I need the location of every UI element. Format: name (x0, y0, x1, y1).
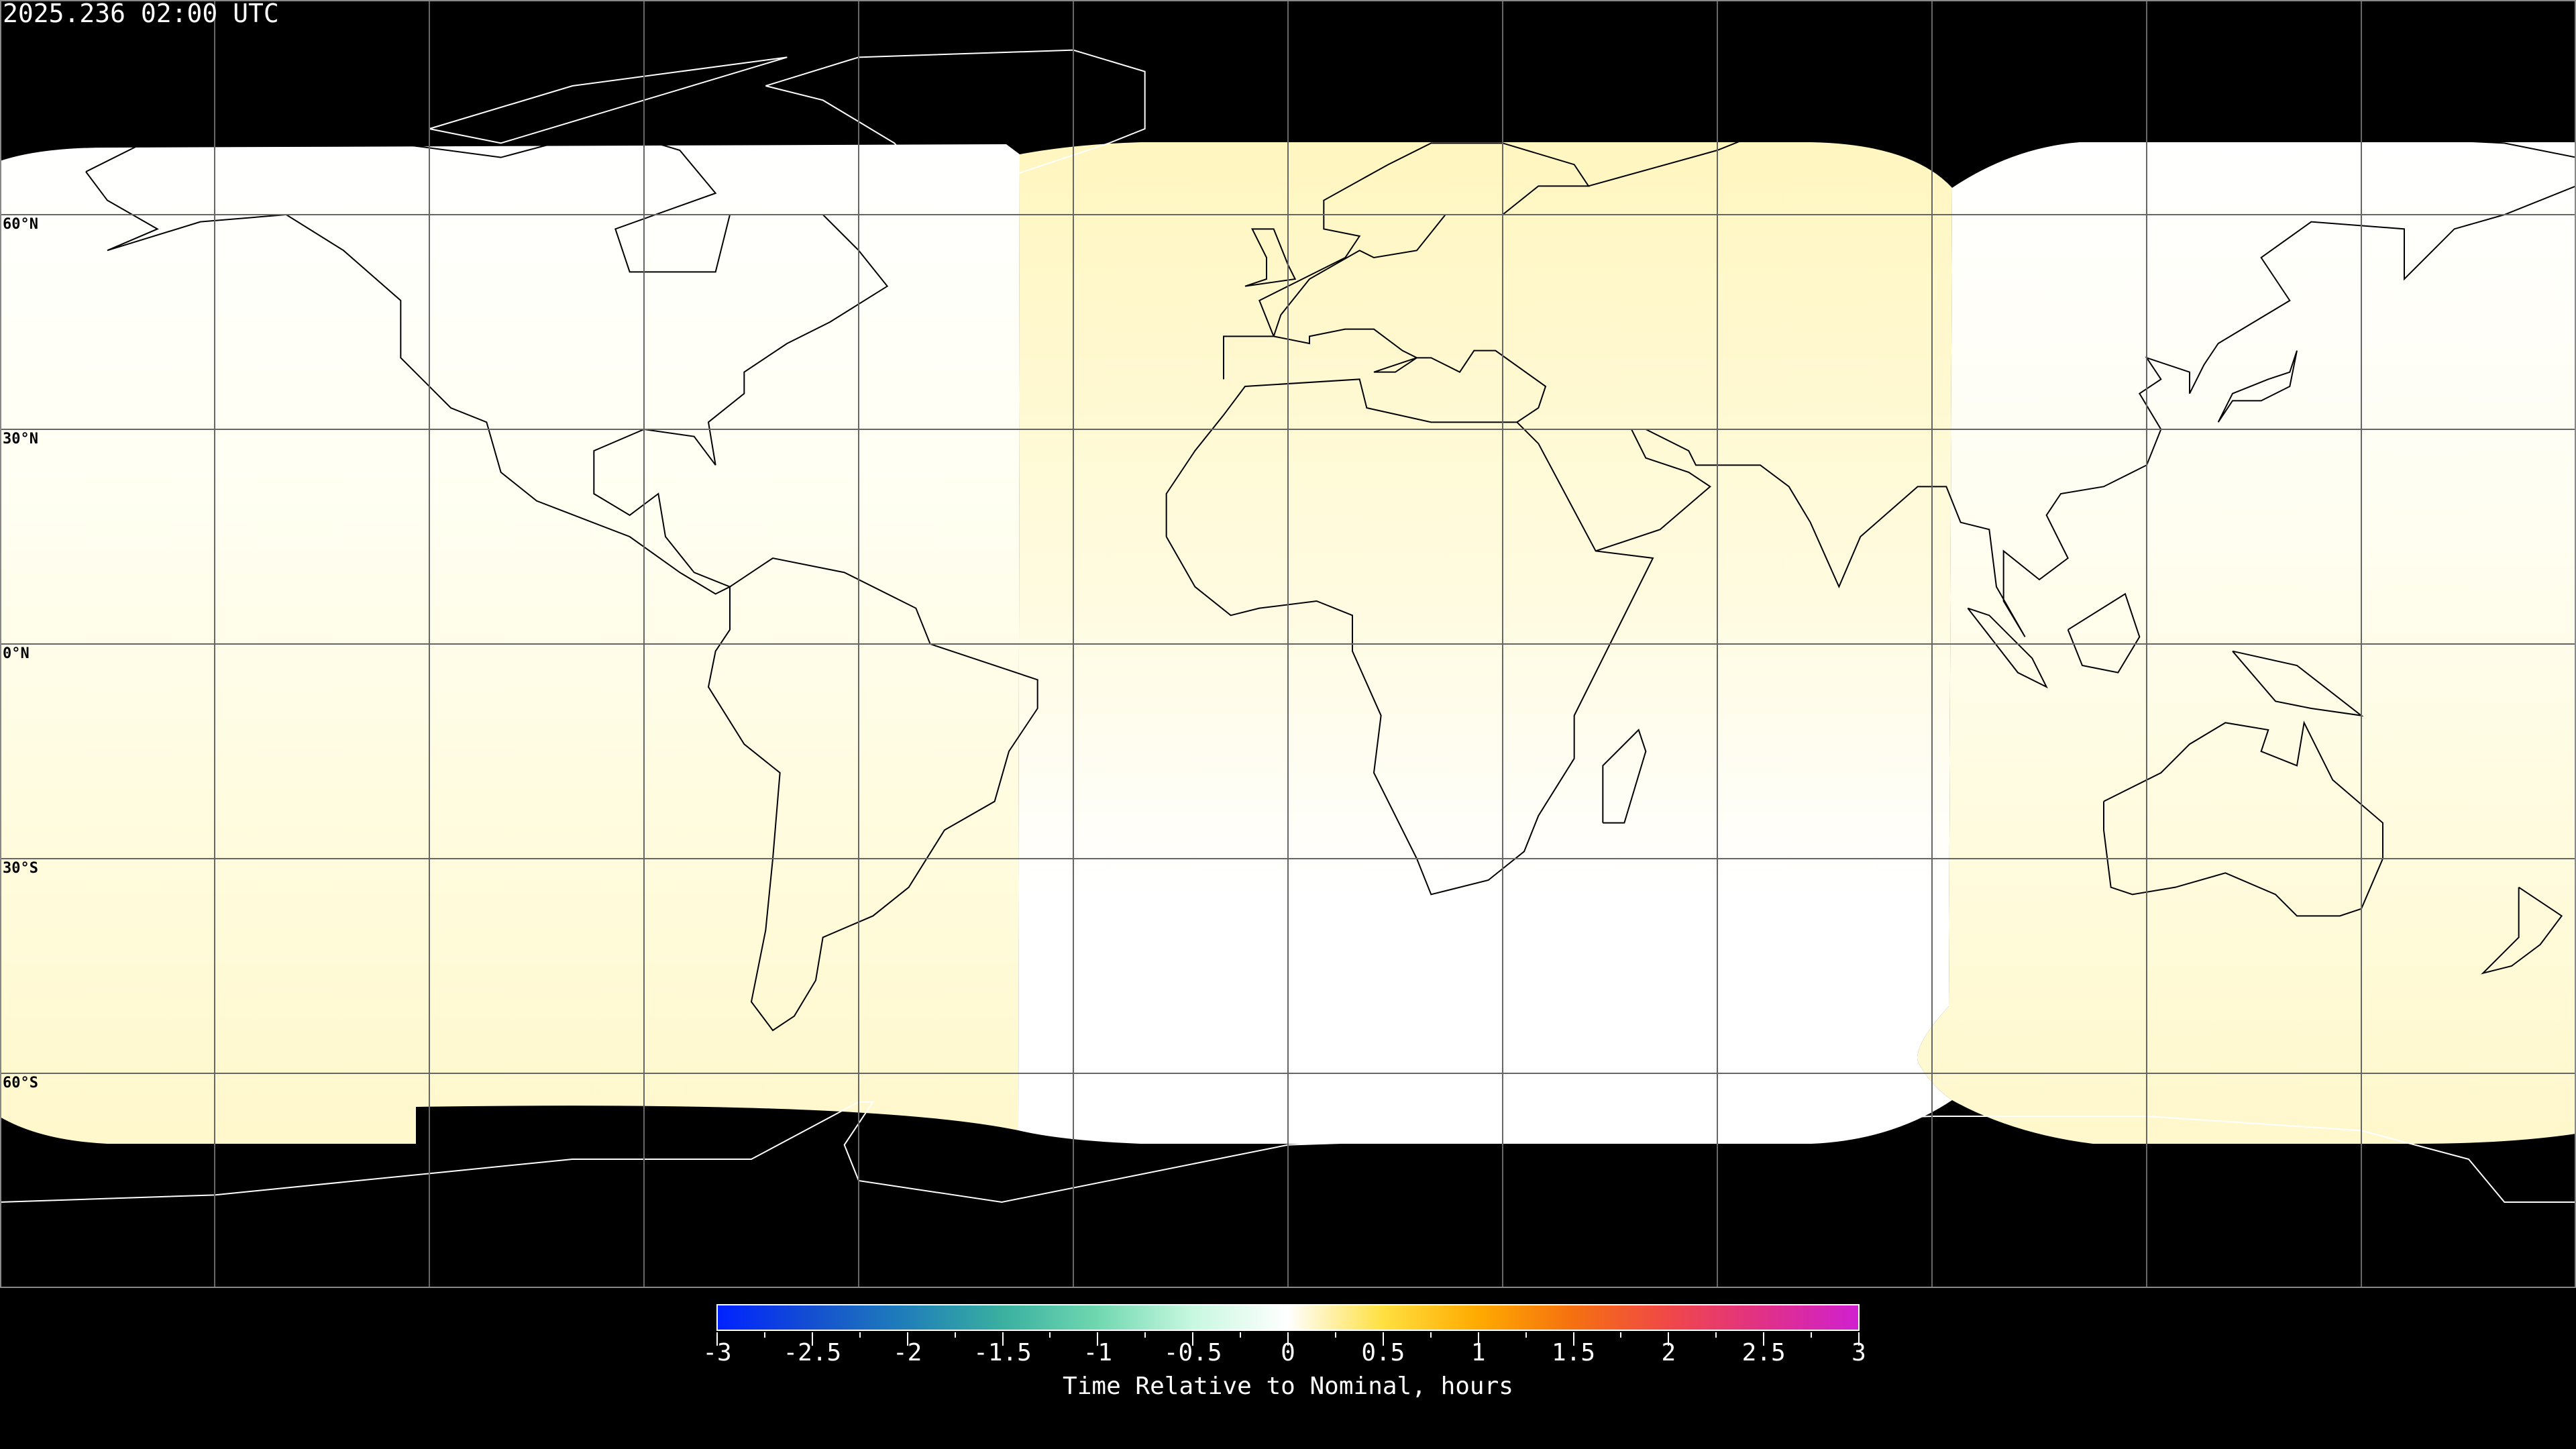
colorbar-tick (1382, 1332, 1384, 1346)
coastline (2217, 350, 2298, 423)
graticule (0, 0, 2576, 1288)
lat-label: 30°N (3, 431, 38, 447)
coastline (1595, 185, 2576, 637)
colorbar-tick (1811, 1332, 1813, 1338)
coastline (1223, 142, 1590, 423)
colorbar-tick-label: 2.5 (1741, 1339, 1786, 1366)
colorbar-tick (1572, 1332, 1574, 1346)
colorbar-tick-label: -1.5 (973, 1339, 1032, 1366)
world-map (0, 0, 2576, 1288)
coastline (1602, 729, 1647, 824)
colorbar-tick (1430, 1332, 1432, 1338)
colorbar-tick (763, 1332, 765, 1338)
coastline (2067, 592, 2141, 674)
colorbar-tick (1477, 1332, 1479, 1346)
colorbar-tick-label: -0.5 (1163, 1339, 1222, 1366)
colorbar-title: Time Relative to Nominal, hours (1063, 1373, 1513, 1400)
colorbar-tick (1668, 1332, 1670, 1346)
lat-label: 60°N (3, 216, 38, 233)
colorbar-tick (1049, 1332, 1051, 1338)
colorbar-tick (1144, 1332, 1146, 1338)
colorbar-tick (1715, 1332, 1717, 1338)
coastline (429, 56, 788, 144)
coastline (1967, 607, 2048, 689)
colorbar-tick (811, 1332, 813, 1346)
colorbar-tick (1620, 1332, 1622, 1338)
coastline (85, 127, 889, 595)
colorbar-tick-label: -1 (1083, 1339, 1113, 1366)
lat-label: 0°N (3, 645, 30, 662)
lat-label: 30°S (3, 860, 38, 877)
colorbar-tick (1858, 1332, 1860, 1346)
colorbar-tick (859, 1332, 861, 1338)
colorbar-tick-label: 2 (1661, 1339, 1676, 1366)
colorbar-tick-label: -2 (892, 1339, 922, 1366)
colorbar-tick (1525, 1332, 1527, 1338)
colorbar-tick (1002, 1332, 1004, 1346)
lat-label: 60°S (3, 1075, 38, 1091)
colorbar-tick (906, 1332, 908, 1346)
colorbar-tick (954, 1332, 956, 1338)
colorbar (716, 1304, 1860, 1331)
coastline (1244, 228, 1297, 287)
colorbar-tick-label: 0 (1281, 1339, 1295, 1366)
colorbar-tick-label: -3 (702, 1339, 732, 1366)
coastline (2232, 650, 2364, 717)
coastline (2481, 886, 2563, 975)
colorbar-tick (1192, 1332, 1194, 1346)
coastline (707, 557, 1038, 1032)
colorbar-tick (1097, 1332, 1099, 1346)
colorbar-tick-label: 3 (1851, 1339, 1866, 1366)
colorbar-tick (1287, 1332, 1289, 1346)
colorbar-tick (1334, 1332, 1336, 1338)
coverage-region-east (1917, 142, 2576, 1144)
colorbar-tick-label: 0.5 (1361, 1339, 1405, 1366)
coastline (1165, 378, 1654, 896)
coastline (1588, 99, 2576, 187)
colorbar-tick (716, 1332, 718, 1346)
coverage-region-central (1018, 142, 1952, 1144)
colorbar-tick-label: 1.5 (1551, 1339, 1596, 1366)
timestamp-title: 2025.236 02:00 UTC (3, 0, 279, 28)
colorbar-tick (1240, 1332, 1242, 1338)
colorbar-tick-label: -2.5 (783, 1339, 842, 1366)
map-border (0, 0, 2576, 1288)
colorbar-tick-label: 1 (1470, 1339, 1486, 1366)
colorbar-tick (1763, 1332, 1765, 1346)
coastline (765, 49, 1146, 216)
coastlines (85, 99, 2576, 1032)
